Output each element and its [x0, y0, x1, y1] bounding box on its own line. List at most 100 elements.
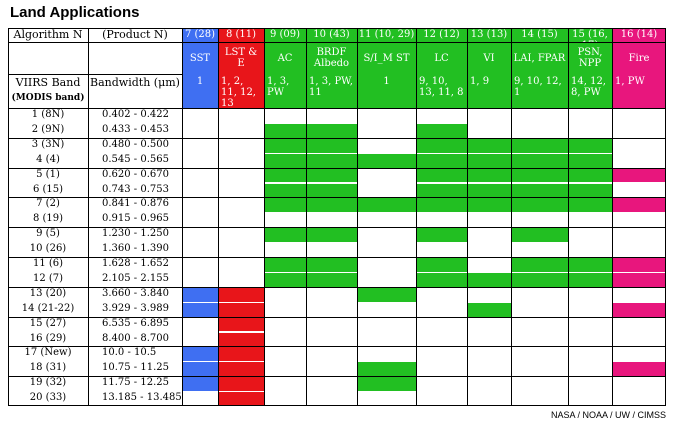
band-usage-cell — [511, 198, 568, 213]
product-label: (Product N) — [102, 28, 168, 41]
product-bands: 1, 3, PW — [264, 74, 306, 108]
band-usage-cell — [264, 138, 306, 153]
band-usage-cell — [357, 198, 416, 213]
band-usage-cell — [218, 362, 264, 377]
band-usage-cell — [218, 332, 264, 347]
band-usage-cell — [511, 272, 568, 287]
table-border — [8, 28, 9, 406]
band-usage-cell — [467, 138, 511, 153]
band-usage-cell — [511, 138, 568, 153]
band-name: 11 (6) — [32, 258, 64, 269]
band-usage-cell — [568, 183, 612, 198]
band-usage-cell — [357, 377, 416, 392]
band-usage-cell — [306, 168, 357, 183]
band-usage-cell — [467, 183, 511, 198]
bandwidth-value: 3.929 - 3.989 — [102, 302, 169, 314]
band-usage-cell — [416, 258, 467, 272]
row-divider — [8, 42, 666, 43]
bandwidth-value: 10.0 - 10.5 — [102, 347, 157, 359]
column-divider — [357, 28, 358, 406]
band-usage-cell — [511, 168, 568, 183]
product-number: 14 (15) — [511, 28, 568, 42]
band-usage-cell — [612, 362, 666, 377]
band-usage-cell — [264, 228, 306, 243]
credit-text: NASA / NOAA / UW / CIMSS — [550, 410, 666, 420]
bandwidth-value: 0.480 - 0.500 — [102, 138, 169, 150]
band-name: 7 (2) — [36, 198, 60, 210]
band-usage-cell — [467, 272, 511, 287]
product-number: 10 (43) — [306, 28, 357, 42]
row-divider — [8, 227, 666, 229]
algorithm-label: Algorithm N — [13, 28, 83, 41]
column-divider — [88, 28, 89, 406]
row-divider — [8, 346, 666, 348]
row-divider — [8, 376, 666, 378]
bandwidth-value: 10.75 - 11.25 — [102, 362, 169, 374]
bandwidth-value: 3.660 - 3.840 — [102, 287, 169, 299]
column-divider — [416, 28, 417, 406]
product-number: 8 (11) — [218, 28, 264, 42]
band-usage-cell — [416, 168, 467, 183]
band-name: 6 (15) — [32, 183, 64, 195]
column-divider — [467, 28, 468, 406]
band-name: 10 (26) — [29, 243, 67, 255]
band-usage-cell — [416, 138, 467, 153]
band-usage-cell — [612, 168, 666, 183]
table-border — [665, 28, 666, 406]
band-name: 13 (20) — [29, 287, 67, 299]
band-name: 8 (19) — [32, 213, 64, 225]
column-divider — [218, 28, 219, 406]
band-usage-cell — [511, 183, 568, 198]
band-usage-cell — [306, 272, 357, 287]
product-number: 12 (12) — [416, 28, 467, 42]
product-name: VI — [467, 42, 511, 74]
product-name: LST & E — [218, 42, 264, 74]
band-usage-cell — [218, 347, 264, 362]
bandwidth-value: 11.75 - 12.25 — [102, 377, 169, 389]
band-usage-cell — [511, 258, 568, 272]
product-name: LAI, FPAR — [511, 42, 568, 74]
bandwidth-value: 1.628 - 1.652 — [102, 258, 169, 269]
band-usage-cell — [416, 228, 467, 243]
band-name: 9 (5) — [36, 228, 60, 240]
band-usage-cell — [416, 123, 467, 138]
band-usage-cell — [264, 153, 306, 168]
product-number: 11 (10, 29) — [357, 28, 416, 42]
band-usage-cell — [467, 198, 511, 213]
band-usage-cell — [306, 138, 357, 153]
bandwidth-value: 1.230 - 1.250 — [102, 228, 169, 240]
product-number: 9 (09) — [264, 28, 306, 42]
band-usage-cell — [568, 168, 612, 183]
product-bands: 1, 2, 11, 12, 13 — [218, 74, 264, 108]
band-name: 14 (21-22) — [21, 302, 75, 314]
product-bands: 9, 10, 13, 11, 8 — [416, 74, 467, 108]
band-usage-cell — [568, 198, 612, 213]
band-usage-cell — [218, 392, 264, 406]
band-usage-cell — [467, 302, 511, 317]
product-name: LC — [416, 42, 467, 74]
bandwidth-value: 6.535 - 6.895 — [102, 317, 169, 329]
row-divider — [8, 108, 666, 109]
column-divider — [612, 28, 613, 406]
product-bands: 1, 3, PW, 11 — [306, 74, 357, 108]
product-bands: 1, 9 — [467, 74, 511, 108]
table-border — [8, 405, 666, 406]
row-divider — [8, 137, 666, 139]
band-usage-cell — [467, 153, 511, 168]
product-bands: 1, PW — [612, 74, 666, 108]
band-usage-cell — [568, 272, 612, 287]
band-usage-cell — [218, 317, 264, 332]
band-usage-cell — [182, 347, 218, 362]
band-usage-cell — [511, 228, 568, 243]
band-usage-cell — [218, 287, 264, 302]
band-usage-cell — [306, 183, 357, 198]
band-name: 15 (27) — [29, 317, 67, 329]
column-divider — [568, 28, 569, 406]
band-usage-cell — [264, 198, 306, 213]
bandwidth-value: 1.360 - 1.390 — [102, 243, 169, 255]
column-divider — [511, 28, 512, 406]
band-usage-cell — [568, 153, 612, 168]
column-divider — [264, 28, 265, 406]
modis-band-label: (MODIS band) — [11, 93, 85, 103]
band-usage-cell — [357, 153, 416, 168]
